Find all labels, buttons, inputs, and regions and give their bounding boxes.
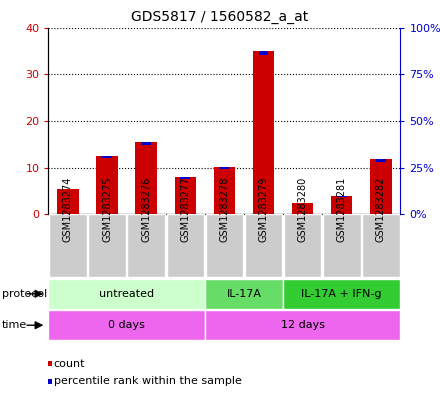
Bar <box>337 195 347 196</box>
FancyBboxPatch shape <box>284 214 321 277</box>
Text: count: count <box>54 358 85 369</box>
Bar <box>292 202 313 214</box>
Text: percentile rank within the sample: percentile rank within the sample <box>54 376 242 386</box>
Text: GSM1283281: GSM1283281 <box>337 177 347 242</box>
FancyBboxPatch shape <box>128 214 165 277</box>
Bar <box>331 195 352 214</box>
Text: 12 days: 12 days <box>281 320 325 330</box>
FancyBboxPatch shape <box>166 214 204 277</box>
FancyBboxPatch shape <box>323 214 360 277</box>
Text: IL-17A: IL-17A <box>227 289 261 299</box>
Text: GSM1283278: GSM1283278 <box>220 177 229 242</box>
Bar <box>376 159 386 162</box>
Bar <box>102 156 112 158</box>
Text: GSM1283276: GSM1283276 <box>141 177 151 242</box>
Text: GSM1283277: GSM1283277 <box>180 177 190 242</box>
FancyBboxPatch shape <box>88 214 126 277</box>
Bar <box>253 51 274 214</box>
Text: GSM1283274: GSM1283274 <box>63 177 73 242</box>
Bar <box>175 177 196 214</box>
Text: GSM1283275: GSM1283275 <box>102 177 112 242</box>
Text: untreated: untreated <box>99 289 154 299</box>
Bar <box>96 156 118 214</box>
Text: GSM1283280: GSM1283280 <box>297 177 308 242</box>
Bar <box>136 142 157 214</box>
Bar <box>57 189 79 214</box>
Bar <box>48 279 205 309</box>
Text: time: time <box>2 320 27 330</box>
Text: GSM1283279: GSM1283279 <box>259 177 268 242</box>
Text: IL-17A + IFN-g: IL-17A + IFN-g <box>301 289 382 299</box>
Text: protocol: protocol <box>2 289 48 299</box>
Bar <box>214 167 235 214</box>
Text: GDS5817 / 1560582_a_at: GDS5817 / 1560582_a_at <box>132 10 308 24</box>
FancyBboxPatch shape <box>49 214 87 277</box>
Bar <box>205 310 400 340</box>
Bar <box>370 159 392 214</box>
FancyBboxPatch shape <box>362 214 400 277</box>
Bar <box>141 142 151 145</box>
Bar <box>259 51 268 55</box>
Bar <box>220 167 229 169</box>
Bar <box>298 202 308 203</box>
Bar <box>48 310 205 340</box>
Bar <box>205 279 283 309</box>
FancyBboxPatch shape <box>205 214 243 277</box>
Text: GSM1283282: GSM1283282 <box>376 177 386 242</box>
Bar <box>283 279 400 309</box>
Text: 0 days: 0 days <box>108 320 145 330</box>
FancyBboxPatch shape <box>245 214 282 277</box>
Bar <box>180 177 190 178</box>
